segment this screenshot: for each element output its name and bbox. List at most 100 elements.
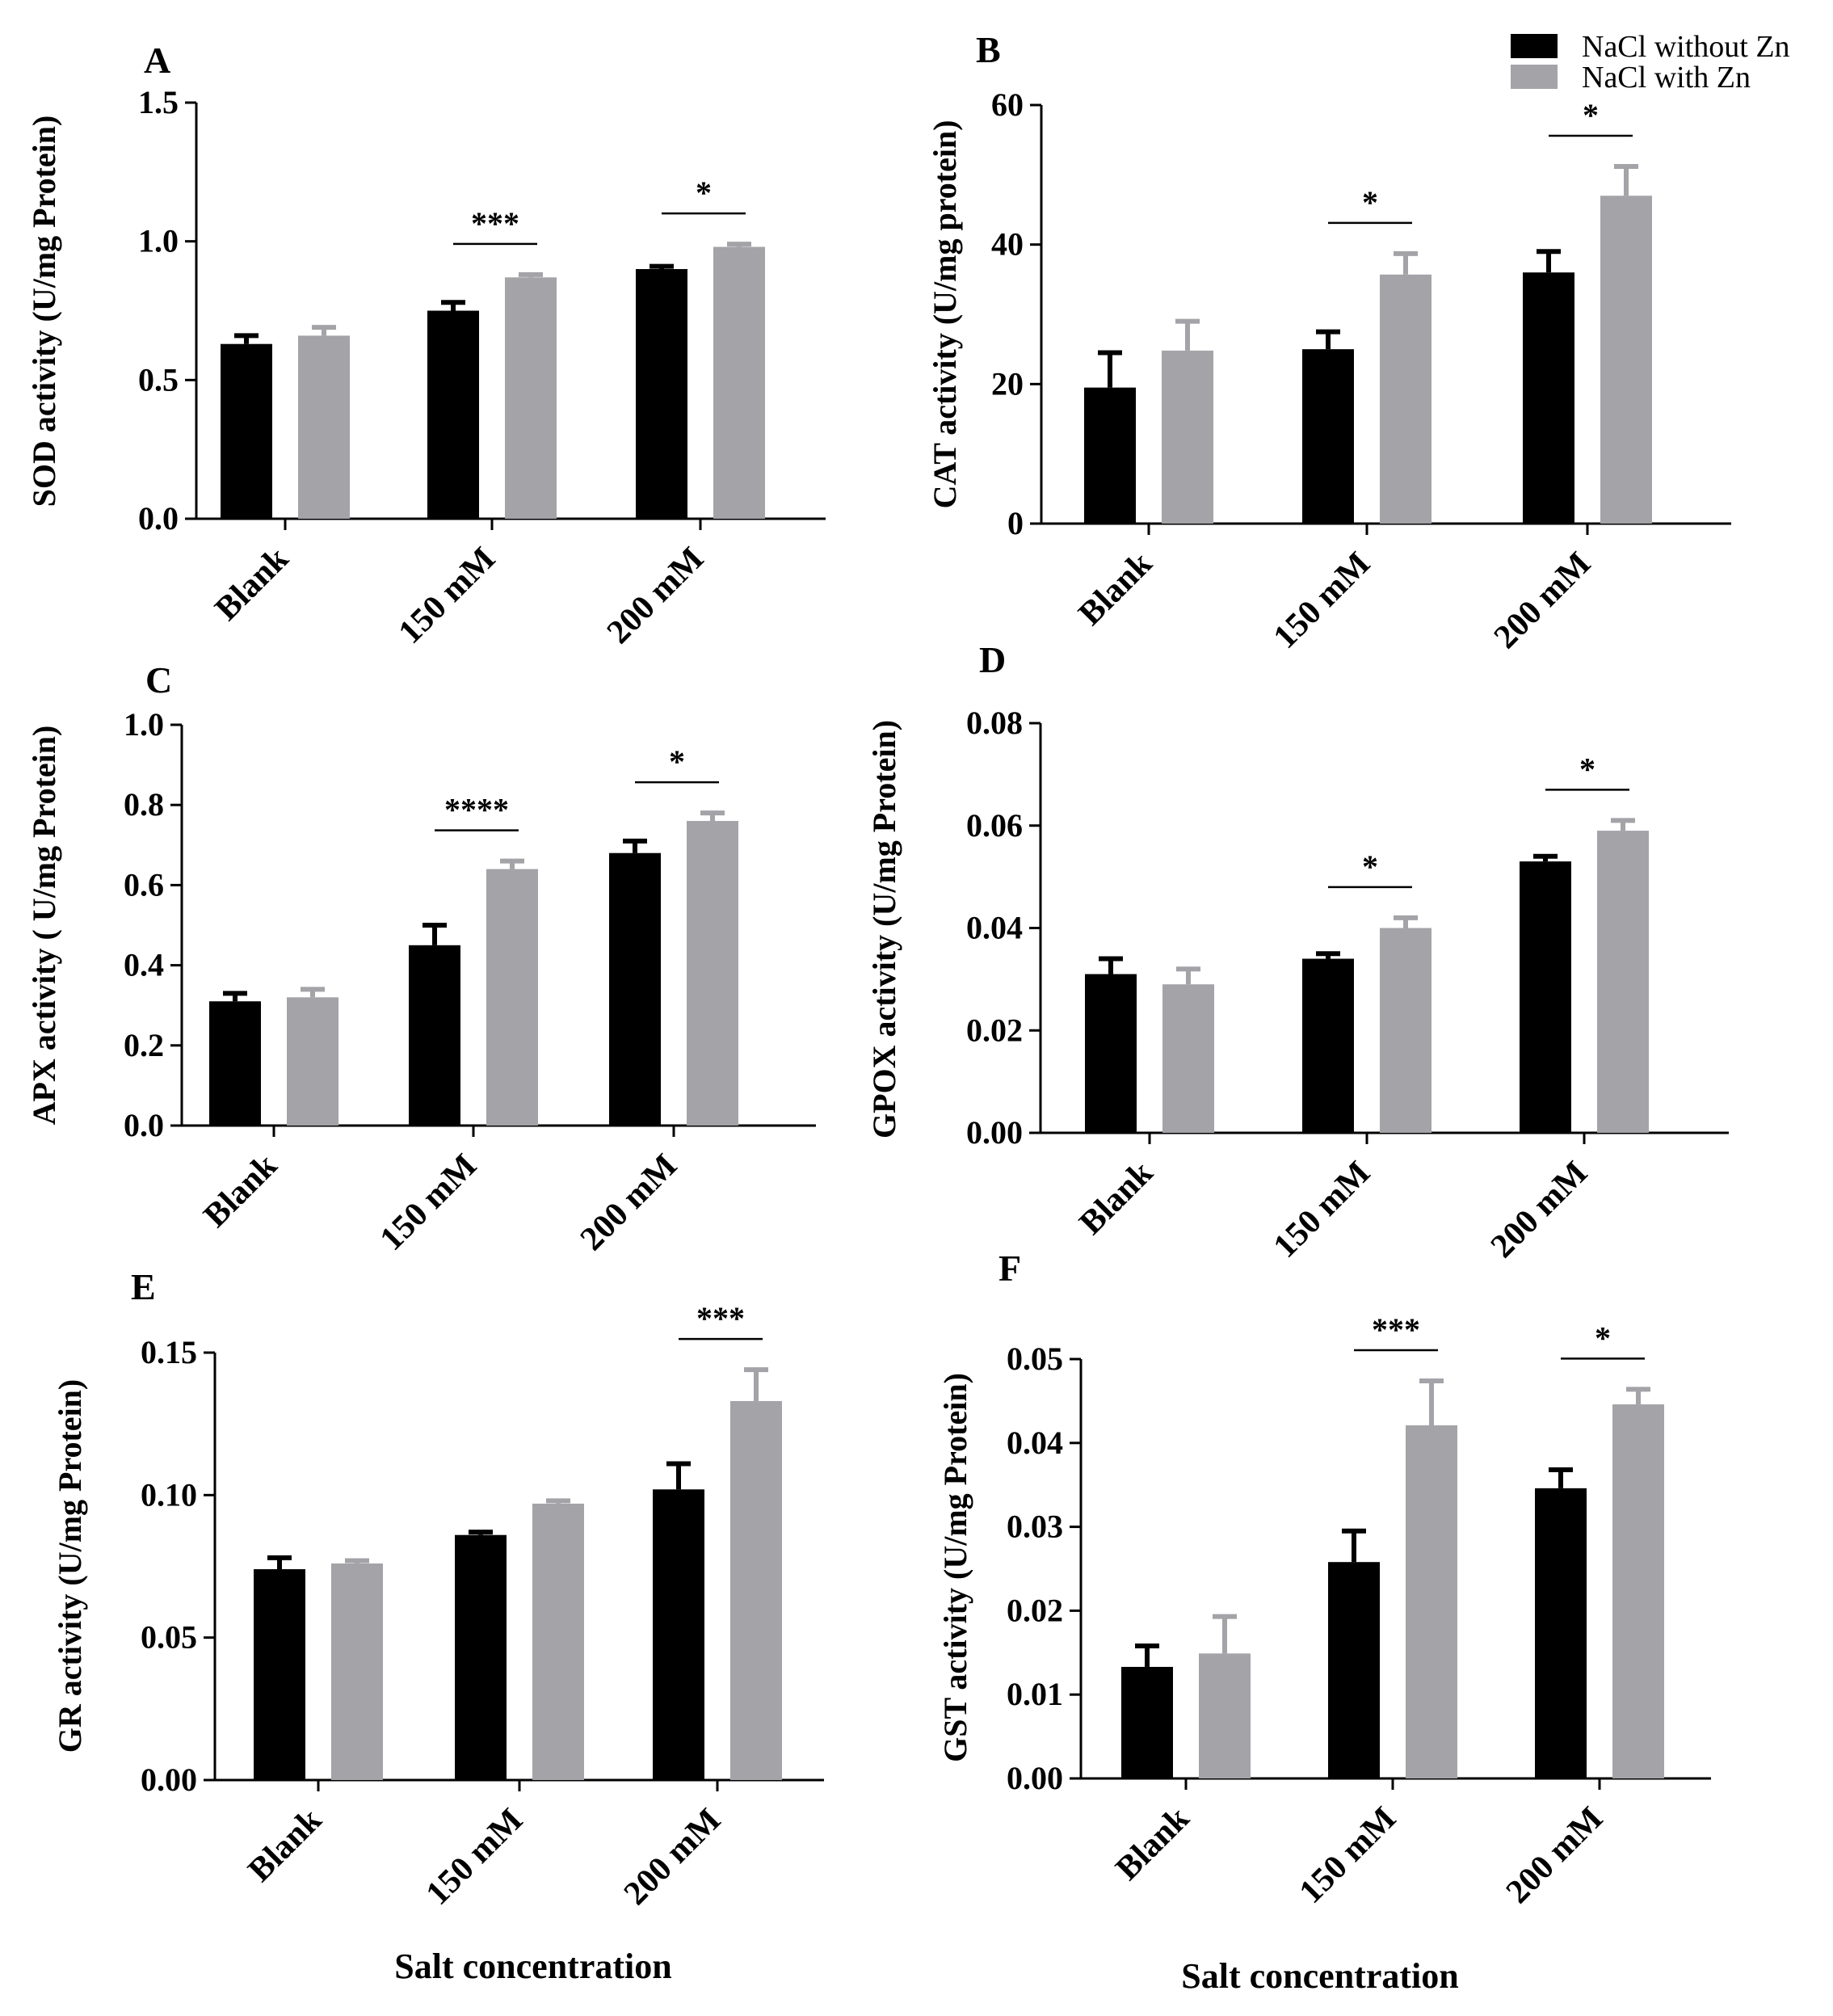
x-tick-label-150-mm: 150 mM [1267, 545, 1377, 656]
error-bar [1135, 1643, 1159, 1667]
y-tick-label: 0.05 [141, 1619, 197, 1656]
legend-label-without-zn: NaCl without Zn [1582, 30, 1790, 64]
x-tick-label-150-mm: 150 mM [373, 1147, 484, 1258]
panel-letter: F [998, 1248, 1021, 1289]
bar-nacl-without-zn-150-mm [427, 310, 479, 519]
x-tick-label-blank: Blank [1109, 1799, 1197, 1888]
error-bar [1419, 1378, 1444, 1426]
bar-nacl-without-zn-150-mm [455, 1534, 507, 1780]
legend-label-with-zn: NaCl with Zn [1582, 61, 1751, 95]
bar-nacl-with-zn-150-mm [486, 869, 538, 1126]
x-tick-label-200-mm: 200 mM [574, 1147, 684, 1258]
y-tick-label: 0.5 [138, 361, 179, 398]
significance-label: * [696, 175, 712, 211]
error-bar [345, 1558, 369, 1564]
error-bar [744, 1367, 768, 1401]
panels: A SOD activity (U/mg Protein) 0.0 0.5 1.0 1.5… [26, 29, 1731, 1996]
significance-label: * [1595, 1319, 1611, 1356]
bar-nacl-without-zn-200-mm [1523, 272, 1574, 524]
bar-nacl-with-zn-200-mm [713, 246, 765, 519]
panel-a: A SOD activity (U/mg Protein) 0.0 0.5 1.0 1.5… [26, 40, 826, 651]
bar-nacl-with-zn-blank [1162, 984, 1214, 1133]
bar-nacl-with-zn-200-mm [1612, 1404, 1664, 1778]
error-bar [623, 838, 647, 853]
error-bar [469, 1530, 493, 1535]
bar-nacl-without-zn-150-mm [1328, 1562, 1380, 1778]
significance-label: * [669, 743, 685, 780]
y-tick-label: 1.5 [138, 84, 179, 120]
x-tick-label-200-mm: 200 mM [1484, 1155, 1595, 1265]
bar-nacl-without-zn-blank [254, 1569, 305, 1780]
panel-d: D GPOX activity (U/mg Protein) 0.00 0.02 0.0… [866, 639, 1729, 1265]
legend-swatch-with-zn [1511, 65, 1558, 89]
error-bar [1394, 250, 1418, 275]
bar-nacl-without-zn-150-mm [1302, 958, 1354, 1133]
y-tick-label: 0.2 [124, 1027, 164, 1063]
error-bar [301, 987, 325, 998]
y-tick-label: 0.00 [966, 1114, 1023, 1151]
error-bar [1098, 350, 1122, 388]
bar-nacl-without-zn-blank [1085, 974, 1137, 1133]
y-tick-label: 0.00 [141, 1761, 197, 1798]
error-bar [546, 1498, 570, 1504]
y-tick-label: 0.00 [1007, 1760, 1063, 1796]
error-bar [650, 263, 674, 269]
y-axis-label: CAT activity (U/mg protein) [927, 120, 963, 508]
significance-label: *** [471, 205, 519, 242]
y-axis-label: SOD activity (U/mg Protein) [26, 116, 62, 507]
error-bar [1614, 163, 1638, 196]
error-bar [1342, 1528, 1366, 1563]
panel-e: E GR activity (U/mg Protein) 0.00 0.05 0.10 0… [52, 1266, 824, 1986]
y-tick-label: 0.04 [1007, 1425, 1063, 1461]
y-tick-label: 0.15 [141, 1334, 197, 1370]
x-tick-label-150-mm: 150 mM [1267, 1155, 1377, 1265]
panel-b: B CAT activity (U/mg protein) 0 20 40 60 Blank… [927, 29, 1731, 656]
x-tick-label-blank: Blank [242, 1801, 330, 1889]
y-tick-label: 0.6 [124, 866, 164, 903]
error-bar [1316, 329, 1340, 350]
panel-letter: C [145, 659, 172, 701]
error-bar [312, 325, 336, 336]
bar-nacl-without-zn-150-mm [1302, 349, 1354, 524]
y-tick-label: 40 [991, 226, 1024, 263]
panel-c: C APX activity ( U/mg Protein) 0.0 0.2 0.4 0.… [26, 659, 816, 1258]
bar-nacl-with-zn-150-mm [532, 1503, 584, 1780]
panel-letter: B [976, 29, 1001, 70]
y-tick-label: 0.8 [124, 786, 164, 823]
y-tick-label: 0.03 [1007, 1509, 1063, 1545]
error-bar [1537, 249, 1561, 273]
y-tick-label: 1.0 [138, 223, 179, 259]
y-tick-label: 0.0 [124, 1107, 164, 1143]
panel-f: F GST activity (U/mg Protein) 0.00 0.01 0.02… [937, 1248, 1711, 1996]
y-axis-label: GPOX activity (U/mg Protein) [866, 720, 902, 1138]
y-tick-label: 0.0 [138, 500, 179, 537]
bar-nacl-with-zn-blank [1162, 350, 1213, 524]
y-tick-label: 0.4 [124, 947, 164, 983]
x-axis-label: Salt concentration [394, 1947, 671, 1986]
y-tick-label: 0.06 [966, 807, 1023, 844]
significance-label: *** [1372, 1311, 1420, 1348]
y-tick-label: 0.02 [1007, 1592, 1063, 1628]
error-bar [1533, 853, 1558, 862]
significance-label: * [1579, 751, 1595, 787]
x-tick-label-200-mm: 200 mM [617, 1802, 728, 1913]
bar-nacl-with-zn-200-mm [687, 821, 738, 1126]
bar-nacl-with-zn-blank [331, 1563, 383, 1780]
bar-nacl-with-zn-150-mm [505, 277, 557, 519]
bar-nacl-with-zn-200-mm [1600, 196, 1652, 524]
error-bar [727, 242, 751, 247]
panel-letter: E [131, 1266, 156, 1307]
panel-letter: A [144, 40, 170, 81]
error-bar [1099, 956, 1123, 974]
x-tick-label-200-mm: 200 mM [1487, 545, 1598, 656]
y-tick-label: 0.10 [141, 1476, 197, 1513]
x-tick-label-200-mm: 200 mM [600, 541, 711, 651]
error-bar [500, 858, 524, 869]
bar-nacl-with-zn-150-mm [1380, 928, 1432, 1133]
y-tick-label: 0 [1007, 505, 1024, 541]
error-bar [441, 300, 465, 311]
bar-nacl-with-zn-150-mm [1406, 1425, 1457, 1778]
bar-nacl-without-zn-200-mm [636, 269, 687, 519]
error-bar [234, 333, 259, 344]
